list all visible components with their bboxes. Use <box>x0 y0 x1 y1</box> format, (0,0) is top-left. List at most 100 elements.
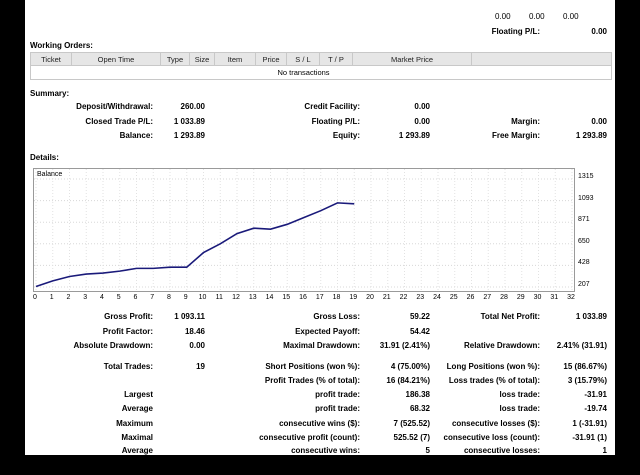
top-zero-1: 0.00 <box>495 12 511 21</box>
working-orders-table: Ticket Open Time Type Size Item Price S … <box>30 52 612 80</box>
col-size[interactable]: Size <box>194 55 210 64</box>
working-orders-header: Ticket Open Time Type Size Item Price S … <box>31 53 611 66</box>
x-tick-label: 31 <box>550 294 559 301</box>
x-tick-label: 1 <box>49 294 54 301</box>
col-ticket[interactable]: Ticket <box>41 55 61 64</box>
x-tick-label: 18 <box>332 294 341 301</box>
maximal-label: Maximal <box>121 433 153 442</box>
x-tick-label: 2 <box>66 294 71 301</box>
x-tick-label: 15 <box>282 294 291 301</box>
gross-profit-value: 1 093.11 <box>174 312 205 321</box>
x-tick-label: 10 <box>198 294 207 301</box>
closed-pl-value: 1 033.89 <box>173 117 205 126</box>
summary-title: Summary: <box>30 89 70 98</box>
max-cons-losses-value: 1 (-31.91) <box>572 419 607 428</box>
top-zero-3: 0.00 <box>563 12 579 21</box>
average-profit-value: 68.32 <box>409 404 430 413</box>
x-tick-label: 27 <box>483 294 492 301</box>
x-tick-label: 3 <box>83 294 88 301</box>
average-profit-label: profit trade: <box>315 404 360 413</box>
y-tick-label: 1093 <box>578 194 594 202</box>
col-type[interactable]: Type <box>166 55 184 64</box>
x-tick-label: 4 <box>100 294 104 301</box>
loss-trades-label: Loss trades (% of total): <box>448 376 540 385</box>
col-market-price[interactable]: Market Price <box>390 55 434 64</box>
short-positions-value: 4 (75.00%) <box>390 362 430 371</box>
credit-value: 0.00 <box>414 102 430 111</box>
x-tick-label: 24 <box>433 294 441 301</box>
x-tick-label: 0 <box>33 294 37 301</box>
y-tick-label: 207 <box>578 281 590 288</box>
deposit-value: 260.00 <box>180 102 205 111</box>
y-tick-label: 1315 <box>578 173 594 180</box>
x-tick-label: 23 <box>416 294 425 301</box>
x-tick-label: 16 <box>299 294 307 301</box>
maximal-drawdown-value: 31.91 (2.41%) <box>379 341 430 350</box>
expected-payoff-label: Expected Payoff: <box>295 327 360 336</box>
x-tick-label: 8 <box>167 294 171 301</box>
total-net-profit-label: Total Net Profit: <box>480 312 540 321</box>
maximal-cons-loss-label: consecutive loss (count): <box>443 433 540 442</box>
col-sl[interactable]: S / L <box>295 55 311 64</box>
top-zero-2: 0.00 <box>529 12 545 21</box>
balance-series-line <box>35 202 355 288</box>
avg-cons-wins-label: consecutive wins: <box>291 446 360 455</box>
avg-cons-losses-label: consecutive losses: <box>463 446 540 455</box>
average-label: Average <box>121 404 153 413</box>
absolute-drawdown-value: 0.00 <box>189 341 205 350</box>
largest-profit-label: profit trade: <box>315 390 360 399</box>
short-positions-label: Short Positions (won %): <box>265 362 360 371</box>
average-loss-value: -19.74 <box>584 404 607 413</box>
x-tick-label: 28 <box>500 294 508 301</box>
x-tick-label: 20 <box>366 294 374 301</box>
maximal-cons-profit-label: consecutive profit (count): <box>259 433 360 442</box>
x-tick-label: 14 <box>265 294 274 301</box>
margin-value: 0.00 <box>591 117 607 126</box>
total-trades-value: 19 <box>196 362 205 371</box>
largest-label: Largest <box>124 390 153 399</box>
max-cons-wins-value: 7 (525.52) <box>393 419 430 428</box>
x-tick-label: 25 <box>449 294 458 301</box>
profit-trades-label: Profit Trades (% of total): <box>264 376 360 385</box>
credit-label: Credit Facility: <box>304 102 360 111</box>
col-item[interactable]: Item <box>227 55 243 64</box>
x-tick-label: 21 <box>382 294 391 301</box>
col-open-time[interactable]: Open Time <box>97 55 135 64</box>
average2-label: Average <box>121 446 153 455</box>
free-margin-value: 1 293.89 <box>575 131 607 140</box>
y-tick-label: 871 <box>578 216 590 224</box>
x-tick-label: 5 <box>116 294 121 301</box>
margin-label: Margin: <box>511 117 540 126</box>
largest-loss-label: loss trade: <box>499 390 540 399</box>
maximum-label: Maximum <box>116 419 153 428</box>
balance-chart-svg <box>34 169 574 291</box>
x-tick-label: 19 <box>349 294 358 301</box>
gross-loss-label: Gross Loss: <box>313 312 360 321</box>
report-sheet: 0.00 0.00 0.00 Floating P/L: 0.00 Workin… <box>25 0 615 455</box>
y-tick-label: 650 <box>578 237 590 245</box>
x-tick-label: 12 <box>232 294 240 301</box>
equity-label: Equity: <box>332 131 360 140</box>
deposit-label: Deposit/Withdrawal: <box>76 102 153 111</box>
max-cons-wins-label: consecutive wins ($): <box>279 419 360 428</box>
x-tick-label: 30 <box>533 294 542 301</box>
average-loss-label: loss trade: <box>499 404 540 413</box>
avg-cons-wins-value: 5 <box>425 446 430 455</box>
expected-payoff-value: 54.42 <box>409 327 430 336</box>
col-price[interactable]: Price <box>262 55 280 64</box>
x-tick-label: 32 <box>567 294 575 301</box>
avg-cons-losses-value: 1 <box>602 446 607 455</box>
x-tick-label: 26 <box>466 294 475 301</box>
floating-pl-value: 0.00 <box>414 117 430 126</box>
no-transactions-text: No transactions <box>277 68 330 77</box>
closed-pl-label: Closed Trade P/L: <box>85 117 153 126</box>
working-orders-title: Working Orders: <box>30 41 93 50</box>
loss-trades-value: 3 (15.79%) <box>567 376 607 385</box>
maximal-cons-loss-value: -31.91 (1) <box>572 433 607 442</box>
details-title: Details: <box>30 153 59 162</box>
chart-legend-label: Balance <box>37 171 63 178</box>
col-tp[interactable]: T / P <box>328 55 344 64</box>
x-tick-label: 13 <box>248 294 257 301</box>
total-net-profit-value: 1 033.89 <box>575 312 607 321</box>
long-positions-value: 15 (86.67%) <box>563 362 607 371</box>
